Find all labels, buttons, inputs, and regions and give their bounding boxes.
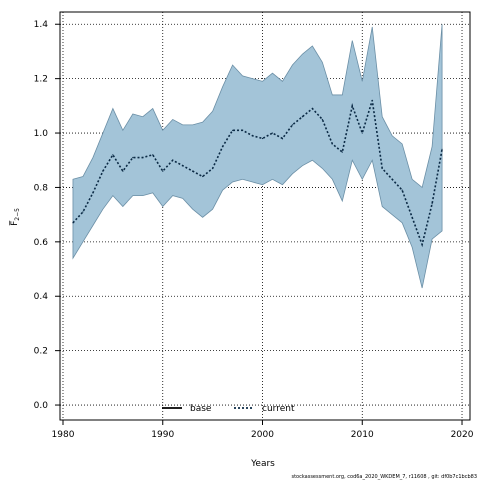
data-point-current (92, 192, 94, 194)
data-point-current (251, 135, 254, 137)
x-tick-label: 1990 (151, 430, 174, 440)
data-point-current (291, 124, 294, 126)
series-lines (72, 99, 443, 248)
footnote: stockassessment.org, cod6a_2020_WKDEM_7,… (291, 474, 477, 480)
data-point-current (102, 170, 104, 172)
x-tick-label: 1980 (52, 430, 75, 440)
data-point-current (321, 118, 323, 121)
data-point-current (331, 143, 333, 145)
data-point-current (261, 137, 264, 140)
y-tick-label: 0.8 (34, 183, 49, 193)
y-tick-label: 1.4 (34, 20, 49, 30)
legend-label-current: current (262, 404, 295, 414)
data-point-current (401, 189, 403, 191)
data-point-current (231, 129, 234, 131)
data-point-current (202, 175, 204, 178)
data-point-current (341, 151, 343, 153)
y-axis: 0.0 0.2 0.4 0.6 0.8 1.0 1.2 1.4 (34, 20, 60, 411)
data-point-current (271, 132, 274, 134)
confidence-band (72, 24, 443, 289)
x-axis: 1980 1990 2000 2010 2020 (52, 420, 474, 440)
data-point-current (112, 154, 114, 156)
data-point-current (361, 132, 363, 134)
data-point-current (381, 167, 383, 169)
x-tick-label: 2000 (251, 430, 274, 440)
data-point-current (411, 216, 413, 218)
x-tick-label: 2010 (351, 430, 374, 440)
x-axis-title: Years (250, 459, 275, 469)
data-point-current (441, 148, 443, 150)
data-point-current (311, 107, 313, 110)
y-tick-label: 1.2 (34, 75, 48, 85)
data-point-current (241, 129, 244, 131)
grid (60, 12, 470, 420)
y-tick-label: 0.2 (34, 347, 48, 357)
data-point-current (82, 211, 84, 213)
data-point-current (222, 146, 224, 148)
y-tick-label: 0.4 (34, 292, 49, 302)
legend-label-base: base (190, 404, 212, 414)
svg-text:F̅2−5: F̅2−5 (8, 208, 21, 226)
data-point-current (192, 170, 194, 172)
y-axis-title-main: F̅ (8, 220, 20, 226)
data-point-current (72, 222, 74, 224)
legend: base current (162, 404, 295, 414)
data-point-current (431, 203, 433, 205)
data-point-current (132, 156, 134, 159)
data-point-current (421, 243, 423, 246)
data-point-current (351, 105, 353, 107)
plot-frame (59, 11, 471, 421)
confidence-band-area (72, 24, 443, 289)
data-point-current (162, 170, 164, 172)
data-point-current (152, 154, 154, 156)
data-point-current (172, 159, 174, 161)
y-tick-label: 0.6 (34, 238, 49, 248)
data-point-current (301, 116, 304, 118)
y-tick-label: 0.0 (34, 401, 49, 411)
y-tick-label: 1.0 (34, 129, 49, 139)
y-axis-title-subscript: 2−5 (14, 208, 21, 221)
data-point-current (371, 99, 373, 101)
y-axis-title: F̅2−5 (8, 208, 21, 226)
data-point-current (142, 156, 144, 159)
data-point-current (391, 178, 393, 180)
data-point-current (122, 170, 124, 172)
series-line-current (72, 100, 443, 248)
data-point-current (182, 165, 184, 167)
x-tick-label: 2020 (451, 430, 474, 440)
data-point-current (212, 167, 214, 169)
data-point-current (281, 137, 284, 140)
